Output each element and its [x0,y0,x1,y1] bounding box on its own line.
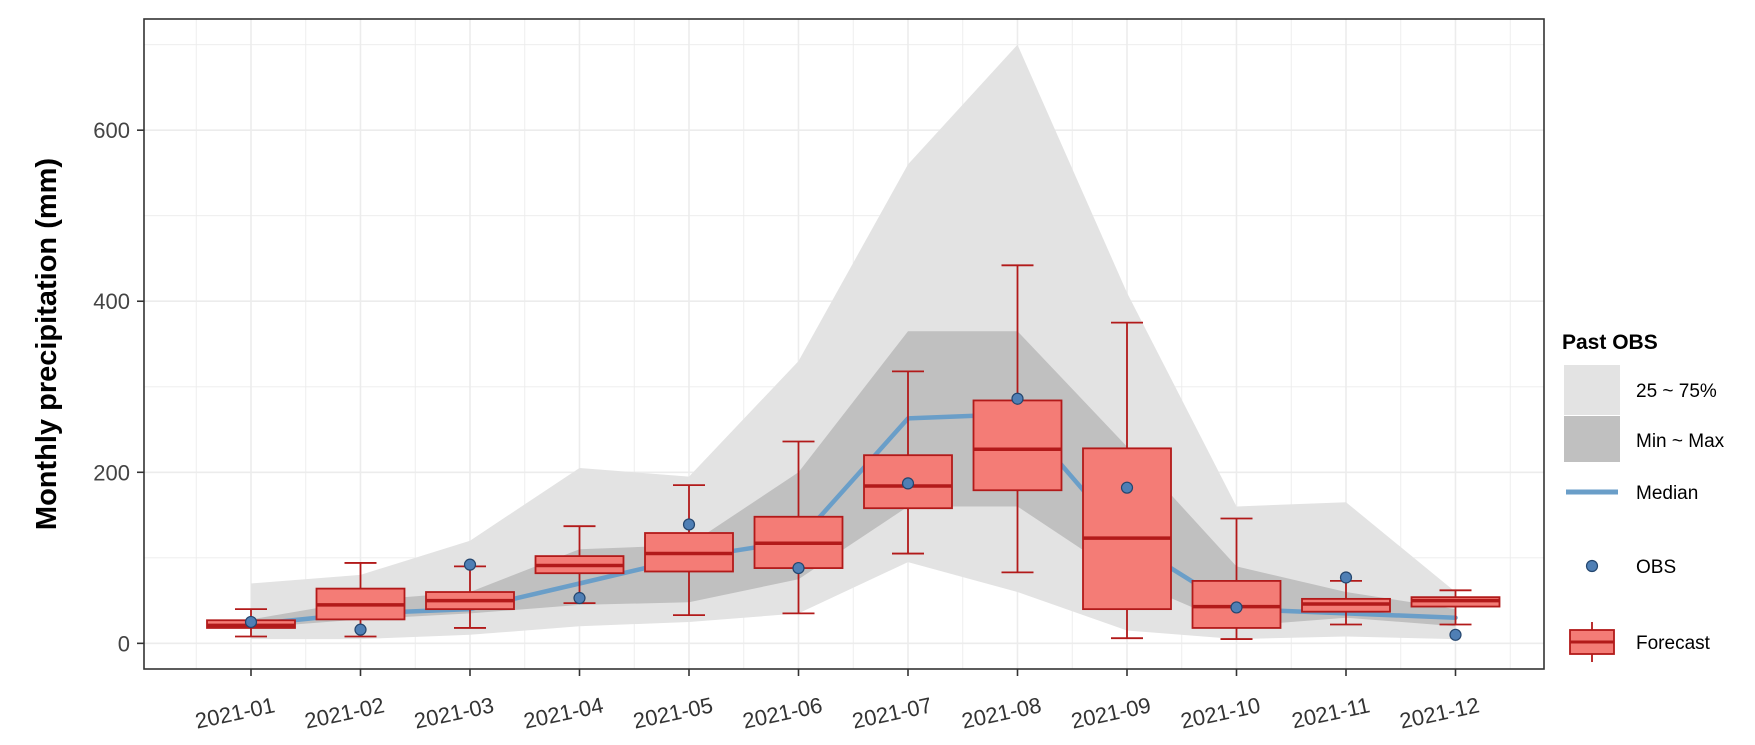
y-tick-label: 400 [93,289,130,314]
box-iqr [1082,447,1172,611]
x-axis: 2021-01 2021-02 2021-03 2021-04 2021-05 2021-… [193,669,1482,734]
x-tick-label: 2021-12 [1397,692,1481,733]
x-tick-label: 2021-07 [850,692,934,733]
legend-label-obs: OBS [1636,557,1676,578]
x-tick-label: 2021-02 [302,692,386,733]
y-axis-title: Monthly precipitation (mm) [31,158,63,530]
forecast-box-2021-03 [425,565,515,629]
obs-point-2021-05 [682,518,696,531]
legend-key-forecast [1569,622,1615,662]
obs-point-2021-03 [463,558,477,571]
obs-point-2021-08 [1011,392,1024,405]
x-tick-label: 2021-06 [740,692,824,733]
x-tick-label: 2021-01 [193,692,277,733]
forecast-box-2021-04 [534,525,625,605]
obs-point-2021-10 [1230,601,1243,614]
forecast-box-2021-05 [644,484,734,617]
forecast-box-2021-08 [972,264,1063,574]
obs-point-2021-06 [792,561,805,575]
x-tick-label: 2021-05 [631,692,715,733]
y-axis: 0 200 400 600 [93,118,144,656]
legend-key-obs [1585,559,1599,573]
obs-point-2021-04 [573,591,586,605]
legend-title: Past OBS [1562,331,1658,354]
x-tick-label: 2021-04 [521,692,605,733]
x-tick-label: 2021-09 [1069,692,1153,733]
legend-label-25-75: 25 ~ 75% [1636,381,1717,402]
obs-point-2021-01 [244,615,258,629]
x-tick-label: 2021-11 [1289,692,1372,733]
forecast-box-2021-09 [1082,321,1172,640]
obs-points [244,392,1462,641]
obs-point-2021-12 [1449,628,1462,641]
forecast-box-2021-06 [753,440,844,615]
legend-label-min-max: Min ~ Max [1636,431,1725,452]
legend: Past OBS 25 ~ 75% Min ~ Max Median OBS F… [1562,331,1725,662]
obs-point-2021-07 [901,477,915,490]
x-tick-label: 2021-03 [412,692,496,733]
obs-point-2021-02 [354,623,367,636]
y-tick-label: 0 [118,631,130,656]
plot-panel-border [143,18,1545,670]
y-tick-label: 600 [93,118,130,143]
legend-key-25-75 [1564,365,1620,415]
obs-point-2021-09 [1120,481,1134,494]
box-iqr [972,399,1063,492]
x-tick-label: 2021-08 [959,692,1043,733]
obs-point-2021-11 [1339,571,1353,584]
legend-label-median: Median [1636,483,1698,504]
x-tick-label: 2021-10 [1178,692,1262,733]
legend-key-min-max [1564,416,1620,462]
legend-label-forecast: Forecast [1636,633,1711,654]
forecast-box-2021-12 [1410,589,1501,626]
y-tick-label: 200 [93,460,130,485]
